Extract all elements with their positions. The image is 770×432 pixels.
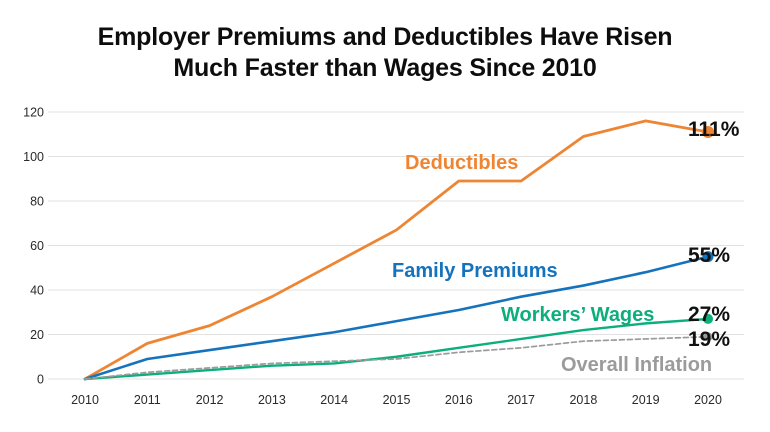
end-dot-deductibles xyxy=(702,126,714,139)
series-label-workers-wages: Workers’ Wages xyxy=(501,304,655,326)
x-tick-label-2019: 2019 xyxy=(632,393,660,407)
x-tick-label-2010: 2010 xyxy=(71,393,99,407)
series-label-deductibles: Deductibles xyxy=(405,152,519,174)
end-value-overall-inflation: 19% xyxy=(688,328,731,351)
x-tick-label-2017: 2017 xyxy=(507,393,535,407)
x-tick-label-2015: 2015 xyxy=(383,393,411,407)
line-workers-wages xyxy=(83,317,710,381)
x-tick-label-2014: 2014 xyxy=(320,393,348,407)
x-tick-label-2011: 2011 xyxy=(134,393,161,407)
series-label-family-premiums: Family Premiums xyxy=(392,260,558,282)
x-tick-label-2018: 2018 xyxy=(569,393,597,407)
y-tick-label-60: 60 xyxy=(30,239,44,253)
line-overall-inflation xyxy=(84,335,709,380)
x-tick-label-2016: 2016 xyxy=(445,393,473,407)
y-tick-label-80: 80 xyxy=(30,195,44,209)
y-tick-label-120: 120 xyxy=(23,106,44,120)
end-value-family-premiums: 55% xyxy=(688,244,731,267)
x-tick-label-2020: 2020 xyxy=(694,393,722,407)
y-tick-label-100: 100 xyxy=(23,150,44,164)
end-value-workers-wages: 27% xyxy=(688,303,731,326)
chart-title-line-2: Much Faster than Wages Since 2010 xyxy=(173,54,597,82)
chart-title-line-1: Employer Premiums and Deductibles Have R… xyxy=(97,23,673,51)
end-dot-family-premiums xyxy=(702,251,714,263)
y-tick-label-20: 20 xyxy=(30,328,44,342)
end-value-deductibles: 111% xyxy=(688,118,740,141)
line-deductibles xyxy=(83,119,710,381)
line-family-premiums xyxy=(83,255,710,381)
y-tick-label-0: 0 xyxy=(37,373,44,387)
x-tick-label-2013: 2013 xyxy=(258,393,286,407)
end-dot-overall-inflation xyxy=(703,332,713,342)
chart-title: Employer Premiums and Deductibles Have R… xyxy=(0,22,770,84)
end-dot-workers-wages xyxy=(703,313,713,324)
y-tick-label-40: 40 xyxy=(30,284,44,298)
x-tick-label-2012: 2012 xyxy=(196,393,224,407)
series-label-overall-inflation: Overall Inflation xyxy=(561,354,713,376)
